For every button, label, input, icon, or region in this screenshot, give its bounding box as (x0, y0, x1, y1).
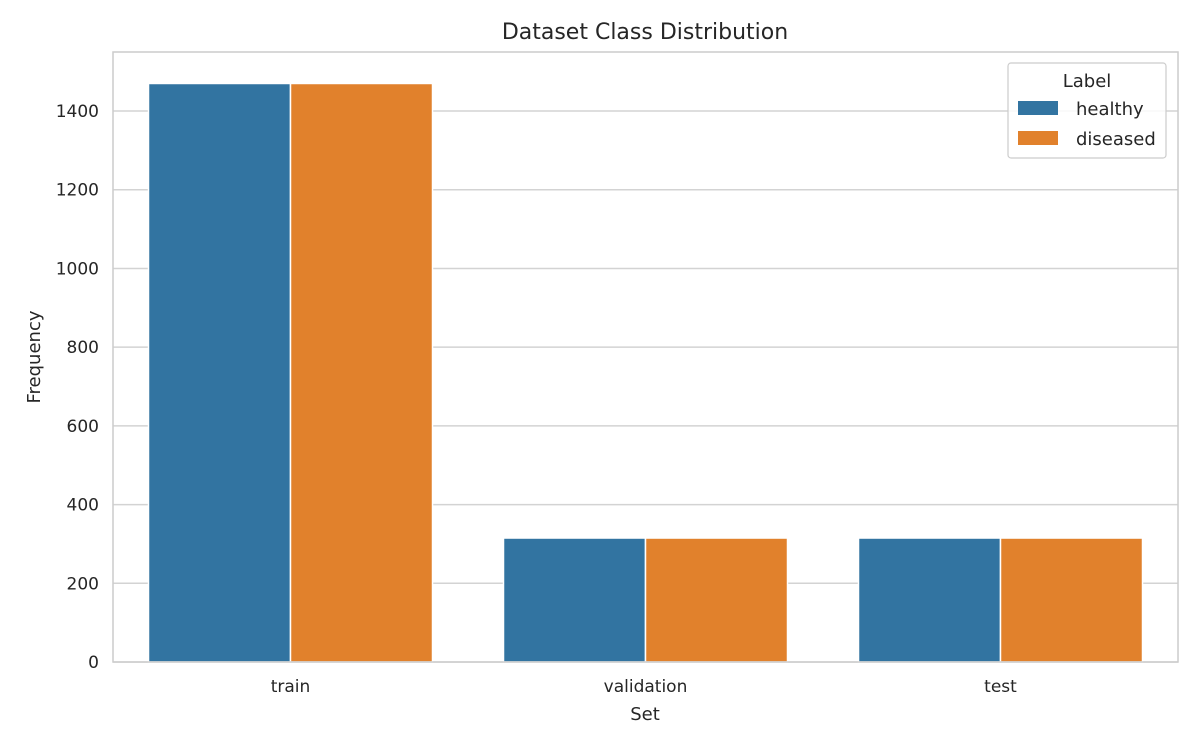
bar-healthy-validation (502, 537, 647, 663)
y-tick-label: 0 (88, 653, 99, 673)
y-tick-label: 1400 (56, 102, 99, 122)
chart-title: Dataset Class Distribution (502, 20, 788, 45)
x-axis-label: Set (630, 704, 660, 725)
legend-items: healthy diseased (1018, 99, 1156, 150)
y-tick-label: 400 (67, 496, 99, 516)
bar-diseased-test (999, 537, 1144, 663)
legend-swatch-diseased (1018, 131, 1058, 145)
x-tick-label: test (984, 677, 1017, 697)
plot-frame (112, 51, 1179, 663)
bar-healthy-test (857, 537, 1002, 663)
bar-diseased-train (289, 82, 434, 663)
legend-title: Label (1063, 71, 1112, 92)
x-tick-label: validation (604, 677, 688, 697)
legend-swatch-healthy (1018, 101, 1058, 115)
bar-diseased-validation (644, 537, 789, 663)
y-tick-label: 200 (67, 574, 99, 594)
y-tick-labels: 0 200 400 600 800 1000 1200 1400 (56, 102, 99, 673)
bar-healthy-train (147, 82, 292, 663)
legend-label-diseased: diseased (1076, 129, 1156, 150)
y-tick-label: 800 (67, 338, 99, 358)
y-tick-label: 600 (67, 417, 99, 437)
legend: Label healthy diseased (1007, 62, 1167, 159)
y-tick-label: 1200 (56, 181, 99, 201)
bars (147, 82, 1144, 663)
legend-label-healthy: healthy (1076, 99, 1144, 120)
y-tick-label: 1000 (56, 259, 99, 279)
y-axis-label: Frequency (24, 310, 45, 403)
x-tick-labels: train validation test (271, 677, 1017, 697)
x-tick-label: train (271, 677, 311, 697)
